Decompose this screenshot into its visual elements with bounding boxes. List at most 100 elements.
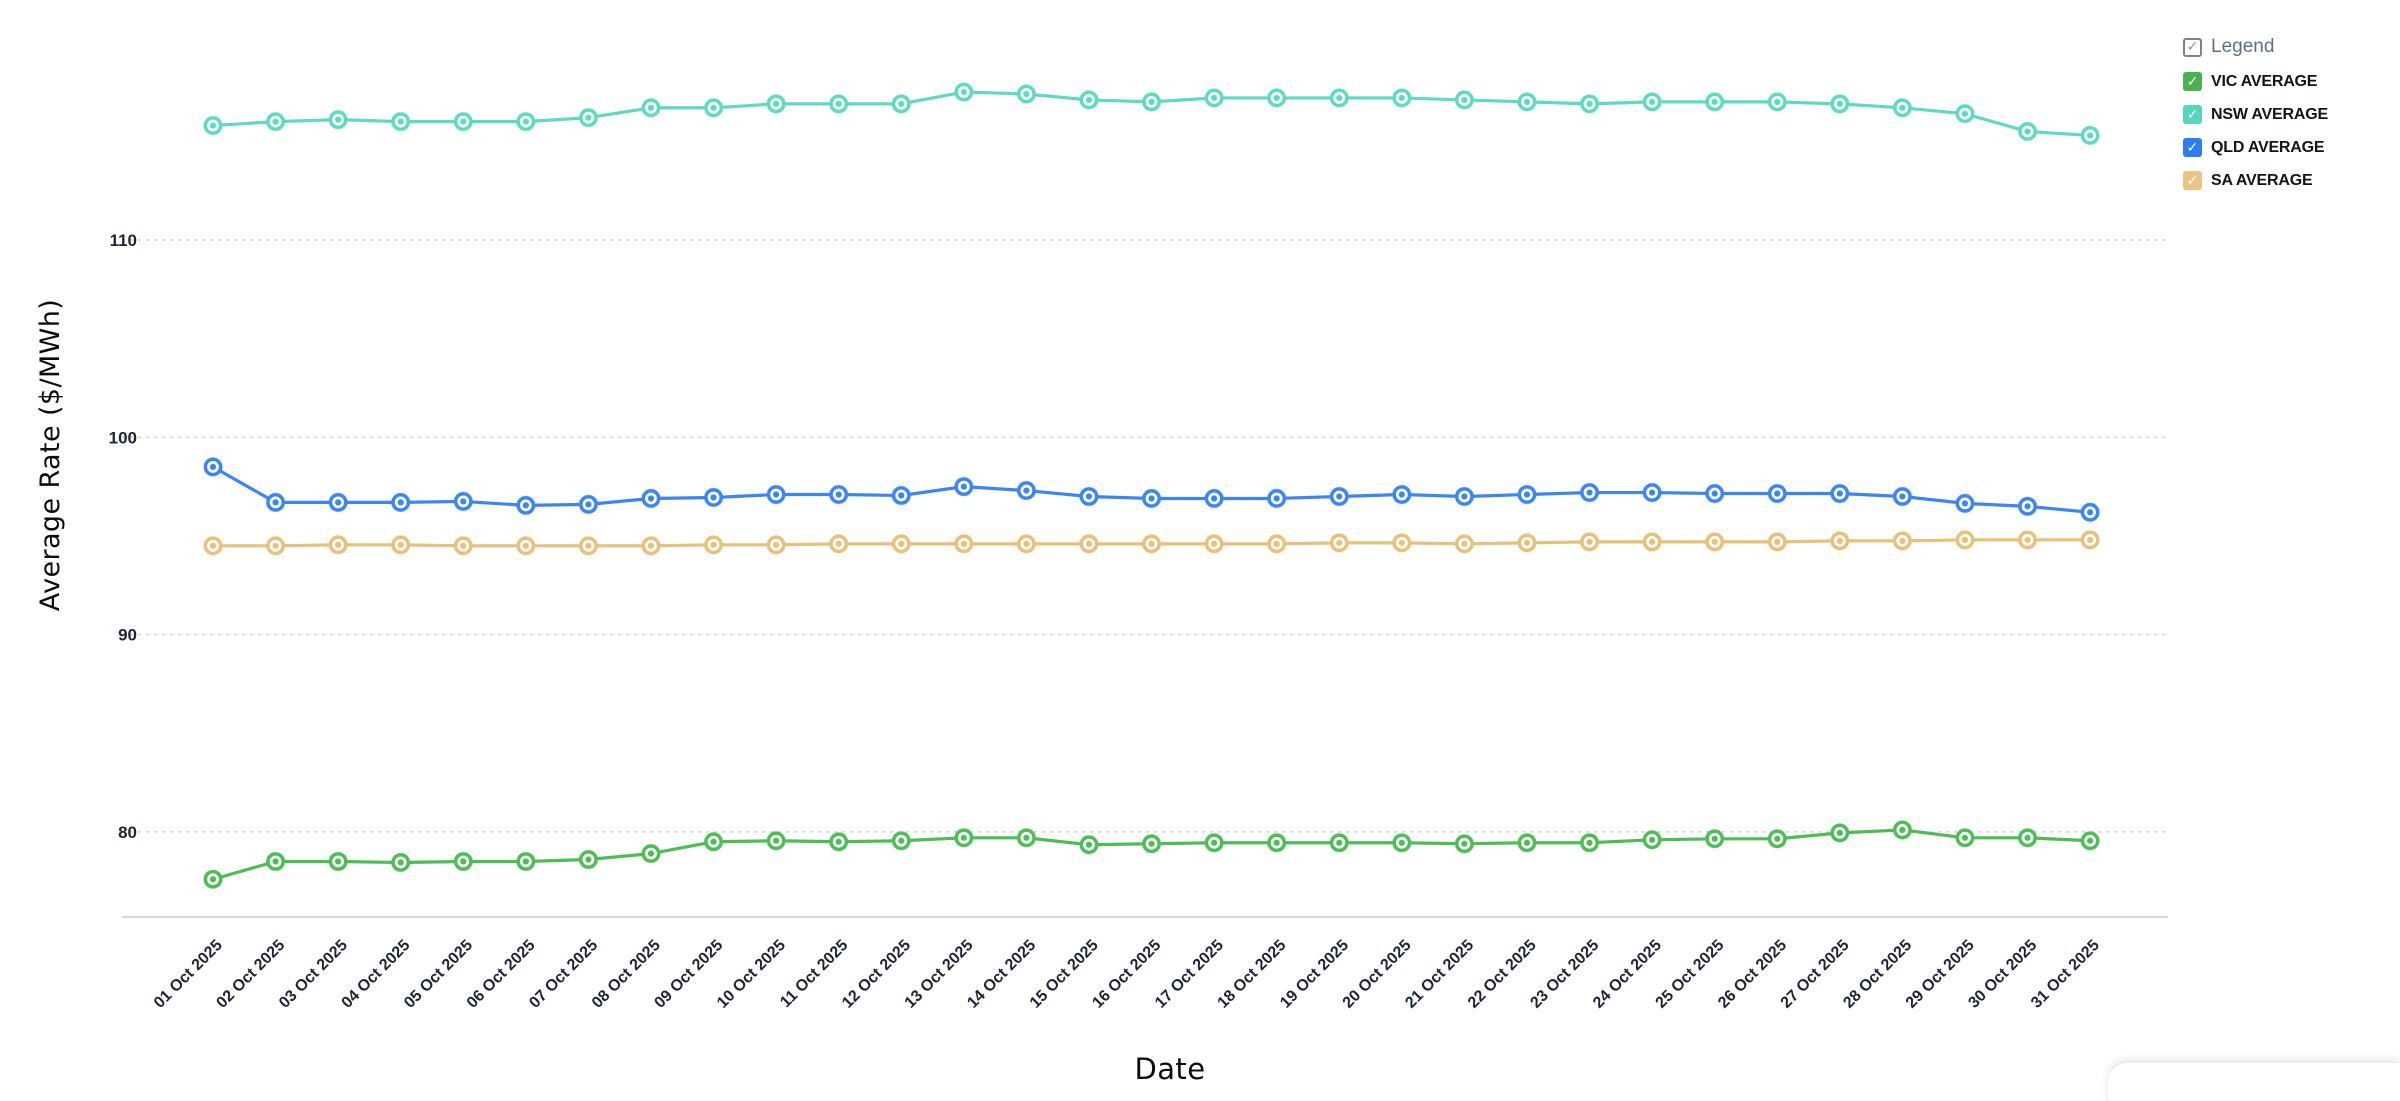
data-point[interactable]: [766, 534, 787, 555]
legend-master-checkbox[interactable]: ✓: [2183, 37, 2202, 57]
data-point[interactable]: [953, 827, 974, 848]
data-point[interactable]: [2017, 827, 2038, 848]
data-point[interactable]: [453, 535, 474, 556]
data-point[interactable]: [766, 830, 787, 851]
data-point[interactable]: [2080, 125, 2101, 146]
data-point[interactable]: [1016, 83, 1037, 104]
legend-item-sa-average[interactable]: ✓ SA AVERAGE: [2183, 171, 2328, 190]
data-point[interactable]: [2080, 502, 2101, 523]
data-point[interactable]: [1329, 486, 1350, 507]
data-point[interactable]: [1516, 484, 1537, 505]
data-point[interactable]: [1204, 87, 1225, 108]
data-point[interactable]: [1516, 532, 1537, 553]
data-point[interactable]: [1454, 533, 1475, 554]
data-point[interactable]: [2080, 830, 2101, 851]
data-point[interactable]: [1829, 530, 1850, 551]
data-point[interactable]: [703, 831, 724, 852]
data-point[interactable]: [1516, 832, 1537, 853]
data-point[interactable]: [766, 93, 787, 114]
data-point[interactable]: [1579, 93, 1600, 114]
data-point[interactable]: [390, 492, 411, 513]
data-point[interactable]: [2017, 121, 2038, 142]
data-point[interactable]: [1391, 484, 1412, 505]
data-point[interactable]: [1454, 486, 1475, 507]
data-point[interactable]: [328, 534, 349, 555]
data-point[interactable]: [640, 843, 661, 864]
data-point[interactable]: [828, 93, 849, 114]
data-point[interactable]: [515, 535, 536, 556]
data-point[interactable]: [1141, 91, 1162, 112]
data-point[interactable]: [891, 533, 912, 554]
data-point[interactable]: [515, 495, 536, 516]
data-point[interactable]: [1892, 97, 1913, 118]
data-point[interactable]: [1078, 89, 1099, 110]
data-point[interactable]: [328, 851, 349, 872]
data-point[interactable]: [203, 535, 223, 556]
data-point[interactable]: [203, 869, 223, 890]
data-point[interactable]: [1016, 480, 1037, 501]
data-point[interactable]: [265, 535, 286, 556]
data-point[interactable]: [1204, 832, 1225, 853]
data-point[interactable]: [1141, 488, 1162, 509]
data-point[interactable]: [953, 476, 974, 497]
data-point[interactable]: [1767, 828, 1788, 849]
data-point[interactable]: [1704, 483, 1725, 504]
legend-item-nsw-average[interactable]: ✓ NSW AVERAGE: [2183, 105, 2328, 124]
data-point[interactable]: [1767, 91, 1788, 112]
data-point[interactable]: [1141, 833, 1162, 854]
data-point[interactable]: [1579, 531, 1600, 552]
legend-item-vic-average[interactable]: ✓ VIC AVERAGE: [2183, 72, 2328, 91]
data-point[interactable]: [1954, 103, 1975, 124]
data-point[interactable]: [1204, 488, 1225, 509]
data-point[interactable]: [578, 494, 599, 515]
data-point[interactable]: [1078, 834, 1099, 855]
data-point[interactable]: [1016, 533, 1037, 554]
data-point[interactable]: [1204, 533, 1225, 554]
data-point[interactable]: [953, 533, 974, 554]
data-point[interactable]: [1516, 91, 1537, 112]
data-point[interactable]: [1704, 91, 1725, 112]
data-point[interactable]: [1892, 530, 1913, 551]
data-point[interactable]: [2017, 496, 2038, 517]
legend-checkbox[interactable]: ✓: [2183, 72, 2202, 91]
data-point[interactable]: [1329, 532, 1350, 553]
data-point[interactable]: [453, 111, 474, 132]
data-point[interactable]: [1829, 483, 1850, 504]
data-point[interactable]: [265, 492, 286, 513]
data-point[interactable]: [953, 82, 974, 103]
data-point[interactable]: [1391, 532, 1412, 553]
legend-checkbox[interactable]: ✓: [2183, 138, 2202, 157]
data-point[interactable]: [1391, 832, 1412, 853]
data-point[interactable]: [1266, 533, 1287, 554]
data-point[interactable]: [703, 97, 724, 118]
data-point[interactable]: [1642, 531, 1663, 552]
data-point[interactable]: [1266, 87, 1287, 108]
legend-item-qld-average[interactable]: ✓ QLD AVERAGE: [2183, 138, 2328, 157]
data-point[interactable]: [1329, 832, 1350, 853]
data-point[interactable]: [515, 111, 536, 132]
data-point[interactable]: [703, 534, 724, 555]
data-point[interactable]: [2017, 529, 2038, 550]
data-point[interactable]: [703, 487, 724, 508]
data-point[interactable]: [515, 851, 536, 872]
data-point[interactable]: [828, 831, 849, 852]
data-point[interactable]: [265, 851, 286, 872]
data-point[interactable]: [1454, 89, 1475, 110]
data-point[interactable]: [1266, 488, 1287, 509]
data-point[interactable]: [640, 535, 661, 556]
data-point[interactable]: [1767, 483, 1788, 504]
data-point[interactable]: [1704, 828, 1725, 849]
data-point[interactable]: [1704, 531, 1725, 552]
data-point[interactable]: [1579, 832, 1600, 853]
legend-checkbox[interactable]: ✓: [2183, 105, 2202, 124]
data-point[interactable]: [1141, 533, 1162, 554]
data-point[interactable]: [1767, 531, 1788, 552]
data-point[interactable]: [1954, 827, 1975, 848]
data-point[interactable]: [1078, 486, 1099, 507]
data-point[interactable]: [1579, 482, 1600, 503]
data-point[interactable]: [1954, 493, 1975, 514]
data-point[interactable]: [1329, 87, 1350, 108]
data-point[interactable]: [1078, 533, 1099, 554]
data-point[interactable]: [640, 488, 661, 509]
data-point[interactable]: [1642, 482, 1663, 503]
